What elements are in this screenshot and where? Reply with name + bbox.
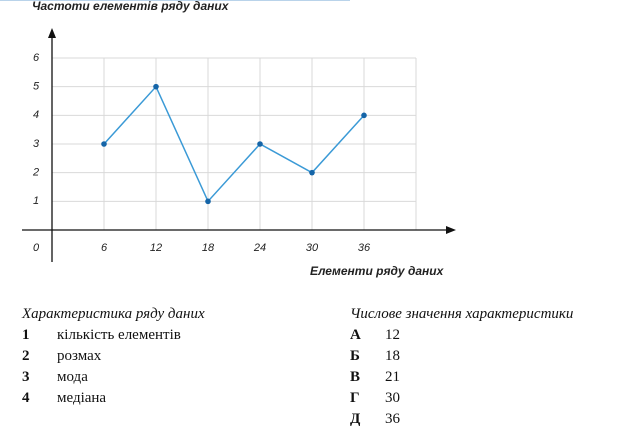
item-value: 36 [385, 411, 400, 427]
right-column: Числове значення характеристики А 12 Б 18 В 21… [350, 304, 573, 430]
item-key: Д [350, 411, 361, 427]
data-point [309, 169, 315, 176]
x-tick-label: 0 [33, 242, 40, 254]
item-text: мода [57, 369, 88, 385]
y-tick-label: 5 [33, 81, 40, 93]
item-key: 2 [22, 348, 30, 364]
y-tick-label: 6 [33, 52, 40, 64]
y-tick-label: 2 [32, 167, 39, 179]
item-key: 1 [22, 327, 30, 343]
x-tick-label: 24 [253, 242, 266, 254]
item-key: Г [350, 390, 360, 406]
list-row: 2 розмах [22, 346, 205, 367]
column-heading: Характеристика ряду даних [22, 306, 205, 322]
item-key: Б [350, 348, 360, 364]
chart: Частоти елементів ряду даних Елементи ря… [0, 0, 456, 278]
data-point [257, 141, 263, 147]
data-point [101, 141, 107, 147]
x-axis-arrow [446, 226, 456, 234]
list-row: 1 кількість елементів [22, 325, 205, 346]
list-row: В 21 [350, 367, 573, 388]
list-row: Д 36 [350, 409, 573, 430]
item-key: А [350, 327, 361, 343]
item-value: 30 [385, 390, 400, 406]
item-key: 4 [22, 390, 30, 406]
x-tick-label: 12 [150, 242, 162, 254]
y-axis-title: Частоти елементів ряду даних [32, 0, 230, 13]
data-point [361, 112, 367, 119]
y-tick-label: 3 [33, 138, 40, 150]
x-tick-label: 36 [358, 242, 371, 254]
y-tick-label: 4 [33, 109, 39, 121]
y-axis-arrow [48, 28, 56, 38]
left-column: Характеристика ряду даних 1 кількість елем… [22, 304, 205, 409]
item-key: В [350, 369, 361, 385]
data-line [103, 85, 365, 203]
list-row: 4 медіана [22, 388, 205, 409]
item-key: 3 [22, 369, 30, 385]
data-point [153, 83, 159, 90]
item-value: 12 [385, 327, 400, 343]
item-text: медіана [57, 390, 107, 406]
item-value: 18 [385, 348, 400, 364]
list-row: А 12 [350, 325, 573, 346]
x-tick-label: 6 [101, 242, 108, 254]
x-tick-label: 18 [202, 242, 215, 254]
column-heading: Числове значення характеристики [350, 306, 574, 322]
list-row: Г 30 [350, 388, 573, 409]
list-row: 3 мода [22, 367, 205, 388]
data-point [205, 198, 211, 205]
item-text: кількість елементів [57, 327, 181, 343]
y-tick-label: 1 [33, 195, 39, 207]
x-tick-label: 30 [306, 242, 319, 254]
item-text: розмах [57, 348, 102, 364]
list-row: Б 18 [350, 346, 573, 367]
x-axis-title: Елементи ряду даних [310, 264, 445, 278]
item-value: 21 [385, 369, 400, 385]
